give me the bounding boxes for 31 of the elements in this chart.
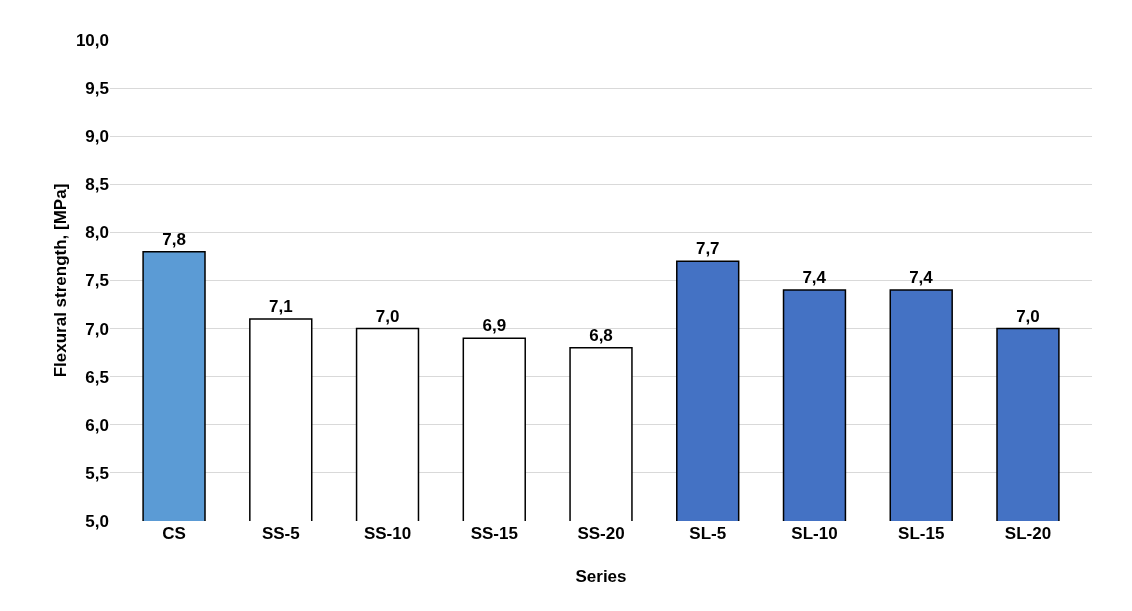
y-tick-label: 5,0 xyxy=(85,511,109,531)
data-label: 7,4 xyxy=(909,268,934,288)
x-tick-label: SL-10 xyxy=(791,524,838,543)
y-tick-label: 6,0 xyxy=(85,415,109,435)
data-label: 7,1 xyxy=(268,296,293,316)
x-tick-label: SS-20 xyxy=(577,524,625,543)
data-label: 7,4 xyxy=(802,268,827,288)
data-label: 7,0 xyxy=(1016,306,1040,326)
x-tick-label: SL-5 xyxy=(689,524,727,543)
y-tick-label: 9,0 xyxy=(85,127,109,147)
x-axis-title: Series xyxy=(575,567,627,586)
data-label: 7,7 xyxy=(695,239,720,259)
data-label: 6,9 xyxy=(482,316,507,336)
y-tick-label: 5,5 xyxy=(85,463,109,483)
y-tick-label: 8,5 xyxy=(85,175,109,195)
x-tick-label: SS-5 xyxy=(261,524,300,543)
y-tick-label: 10,0 xyxy=(75,30,109,50)
x-tick-label: SL-15 xyxy=(898,524,945,543)
x-tick-label: SL-20 xyxy=(1004,524,1052,543)
y-tick-label: 7,5 xyxy=(85,271,109,291)
y-tick-label: 9,5 xyxy=(85,79,109,99)
data-label: 7,0 xyxy=(375,306,400,326)
x-tick-label: SS-10 xyxy=(363,524,412,543)
data-label: 6,8 xyxy=(589,325,613,345)
y-tick-label: 8,0 xyxy=(85,223,109,243)
x-tick-label: SS-15 xyxy=(470,524,518,543)
data-label: 7,8 xyxy=(162,229,186,249)
y-axis-title: Flexural strength, [MPa] xyxy=(51,183,70,378)
x-tick-label: CS xyxy=(162,524,186,543)
y-tick-label: 7,0 xyxy=(85,319,109,339)
y-tick-label: 6,5 xyxy=(85,367,109,387)
